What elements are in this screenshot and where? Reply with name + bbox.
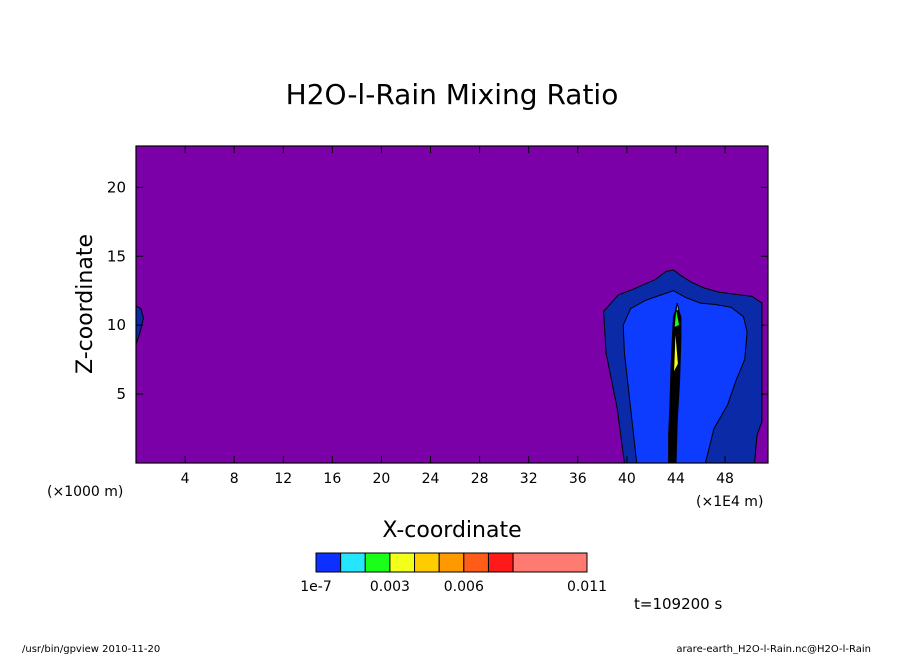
y-tick-label: 10	[107, 316, 126, 334]
footer-left: /usr/bin/gpview 2010-11-20	[22, 644, 160, 654]
x-tick-label: 12	[274, 471, 292, 487]
x-tick-label: 36	[569, 471, 587, 487]
colorbar-label: 0.006	[444, 579, 484, 595]
contour-inner-cloud	[622, 290, 748, 463]
colorbar-swatch	[512, 552, 588, 573]
footer-right: arare-earth_H2O-l-Rain.nc@H2O-l-Rain	[676, 644, 871, 654]
y-axis: 5 10 15 20	[107, 178, 768, 403]
y-tick-label: 5	[116, 385, 126, 403]
colorbar-swatch	[364, 552, 391, 573]
x-axis-label: X-coordinate	[382, 518, 521, 543]
contour-core-green	[673, 307, 681, 329]
colorbar-label: 0.011	[567, 579, 607, 595]
y-tick-label: 20	[107, 178, 126, 196]
colorbar-swatch	[389, 552, 416, 573]
colorbar-swatch	[463, 552, 489, 573]
x-unit-label: (×1000 m)	[47, 484, 123, 500]
x-tick-label: 44	[667, 471, 685, 487]
colorbar-swatch	[315, 552, 342, 573]
time-annotation: t=109200 s	[634, 595, 722, 613]
chart-title: H2O-l-Rain Mixing Ratio	[286, 78, 619, 111]
x-tick-label: 4	[181, 471, 190, 487]
plot-area	[135, 145, 769, 464]
colorbar: 1e-7 0.003 0.006 0.011	[300, 552, 607, 595]
colorbar-swatch	[414, 552, 440, 573]
colorbar-swatch	[487, 552, 514, 573]
x-tick-label: 40	[618, 471, 636, 487]
x-tick-label: 32	[520, 471, 538, 487]
contour-regions	[136, 269, 763, 463]
x-axis: 4 8 12 16 20 24 28 32 36 40 44 48	[181, 146, 734, 487]
contour-core-cyan	[675, 302, 680, 313]
y-axis-label: Z-coordinate	[73, 234, 98, 374]
colorbar-label: 0.003	[370, 579, 410, 595]
y-tick-label: 15	[107, 247, 126, 265]
x-scale-label: (×1E4 m)	[696, 494, 763, 510]
x-tick-label: 24	[422, 471, 440, 487]
x-tick-label: 8	[230, 471, 239, 487]
x-tick-label: 20	[373, 471, 391, 487]
contour-core-yellow	[673, 326, 679, 374]
colorbar-swatch	[340, 552, 366, 573]
colorbar-label: 1e-7	[300, 579, 331, 595]
colorbar-swatch	[438, 552, 465, 573]
plot-frame	[135, 145, 769, 464]
x-tick-label: 16	[323, 471, 341, 487]
x-tick-label: 28	[471, 471, 489, 487]
x-tick-label: 48	[716, 471, 734, 487]
